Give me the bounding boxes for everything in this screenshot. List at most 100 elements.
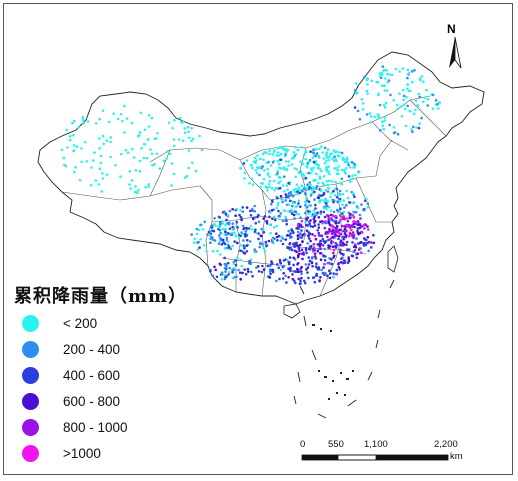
- station-dot: [92, 159, 95, 162]
- station-dot: [235, 275, 238, 279]
- station-dot: [278, 277, 281, 281]
- station-dot: [406, 68, 410, 72]
- station-dot: [318, 167, 322, 171]
- station-dot: [292, 231, 295, 235]
- station-dot: [338, 228, 342, 232]
- station-dot: [356, 252, 360, 256]
- station-dot: [320, 189, 323, 192]
- station-dot: [219, 222, 222, 225]
- station-dot: [223, 256, 226, 260]
- station-dot: [404, 124, 408, 128]
- station-dot: [327, 165, 330, 168]
- station-dot: [293, 217, 296, 220]
- station-dot: [327, 246, 330, 249]
- station-dot: [143, 142, 146, 146]
- station-dot: [281, 277, 285, 280]
- station-dot: [307, 212, 310, 216]
- station-dot: [336, 168, 340, 172]
- station-dot: [366, 202, 370, 205]
- station-dot: [225, 233, 228, 236]
- station-dot: [302, 187, 306, 190]
- station-dot: [287, 276, 290, 279]
- station-dot: [121, 119, 124, 123]
- station-dot: [239, 215, 243, 219]
- station-dot: [417, 126, 421, 130]
- station-dot: [109, 140, 112, 144]
- station-dot: [240, 264, 244, 268]
- station-dot: [422, 80, 425, 83]
- station-dot: [304, 157, 307, 161]
- station-dot: [265, 186, 269, 190]
- station-dot: [330, 180, 334, 183]
- station-dot: [338, 189, 342, 193]
- station-dot: [116, 117, 120, 121]
- station-dot: [187, 130, 190, 134]
- station-dot: [377, 93, 380, 97]
- station-dot: [400, 115, 404, 118]
- station-dot: [224, 270, 227, 273]
- station-dot: [317, 223, 320, 226]
- station-dot: [237, 235, 241, 239]
- station-dot: [218, 234, 221, 237]
- station-dot: [296, 255, 300, 259]
- station-dot: [365, 89, 369, 93]
- station-dot: [82, 119, 85, 122]
- station-dot: [359, 251, 363, 254]
- station-dot: [241, 232, 245, 236]
- station-dot: [323, 271, 326, 275]
- station-dot: [252, 217, 255, 221]
- station-dot: [373, 115, 377, 119]
- station-dot: [317, 216, 321, 219]
- station-dot: [358, 226, 362, 230]
- station-dot: [134, 190, 137, 194]
- legend-swatch: [22, 392, 39, 410]
- station-dot: [316, 229, 320, 232]
- station-dot: [322, 210, 326, 214]
- station-dot: [329, 229, 333, 233]
- station-dot: [290, 248, 294, 252]
- station-dot: [305, 218, 309, 222]
- scale-tick-1100: 1,100: [364, 439, 388, 450]
- station-dot: [341, 192, 345, 196]
- station-dot: [411, 130, 414, 133]
- station-dot: [223, 233, 226, 236]
- station-dot: [267, 239, 271, 243]
- station-dot: [227, 273, 230, 276]
- station-dot: [343, 227, 347, 231]
- station-dot: [251, 228, 254, 231]
- station-dot: [82, 122, 85, 125]
- station-dot: [368, 112, 372, 115]
- station-dot: [195, 232, 199, 236]
- station-dot: [332, 248, 336, 252]
- station-dot: [389, 93, 392, 97]
- station-dot: [277, 266, 281, 270]
- station-dot: [287, 229, 291, 233]
- station-dot: [343, 261, 347, 265]
- station-dot: [354, 82, 358, 85]
- legend-title: 累积降雨量（mm）: [14, 286, 188, 307]
- station-dot: [297, 262, 300, 265]
- station-dot: [147, 138, 150, 141]
- station-dot: [283, 168, 286, 171]
- station-dot: [136, 135, 140, 138]
- station-dot: [287, 209, 290, 213]
- station-dot: [326, 148, 330, 151]
- station-dot: [63, 163, 66, 166]
- legend-label: 400 - 600: [63, 367, 121, 383]
- station-dot: [365, 113, 369, 116]
- station-dot: [276, 169, 280, 173]
- station-dot: [312, 178, 316, 182]
- station-dot: [290, 212, 294, 215]
- station-dot: [234, 263, 238, 267]
- station-dot: [265, 244, 268, 248]
- station-dot: [218, 216, 221, 219]
- station-dot: [280, 167, 283, 170]
- station-dot: [136, 191, 139, 194]
- station-dot: [220, 243, 224, 246]
- station-dot: [289, 232, 292, 235]
- station-dot: [296, 234, 300, 238]
- station-dot: [365, 197, 368, 201]
- station-dot: [356, 227, 360, 230]
- station-dot: [322, 239, 325, 243]
- station-dot: [278, 215, 281, 218]
